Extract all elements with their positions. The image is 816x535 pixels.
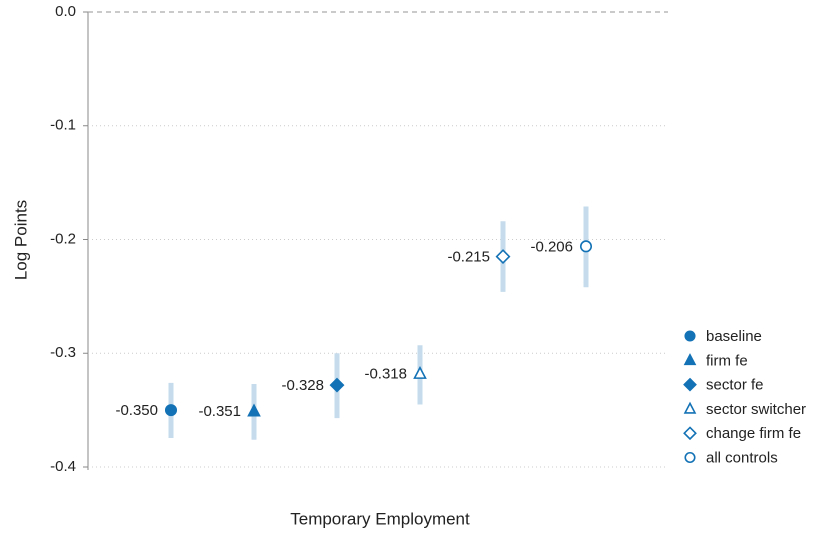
x-axis-title: Temporary Employment <box>290 509 470 528</box>
marker <box>495 249 511 265</box>
marker <box>683 426 697 441</box>
legend-label: sector fe <box>706 377 764 394</box>
y-tick-label: -0.4 <box>50 458 76 475</box>
value-label: -0.328 <box>281 377 324 394</box>
marker <box>164 404 178 417</box>
value-label: -0.318 <box>364 366 407 383</box>
legend-label: baseline <box>706 328 762 345</box>
y-tick-label: 0.0 <box>55 3 76 20</box>
marker <box>247 403 261 417</box>
value-label: -0.350 <box>115 402 158 419</box>
legend-label: all controls <box>706 449 778 466</box>
y-tick-label: -0.2 <box>50 230 76 247</box>
y-axis-title: Log Points <box>11 200 30 280</box>
value-label: -0.215 <box>447 249 490 266</box>
marker <box>413 365 427 379</box>
marker <box>684 330 696 342</box>
marker <box>579 240 593 253</box>
y-tick-label: -0.1 <box>50 117 76 134</box>
value-label: -0.351 <box>198 403 241 420</box>
marker <box>329 377 345 393</box>
legend-label: firm fe <box>706 352 748 369</box>
y-tick-label: -0.3 <box>50 344 76 361</box>
legend-label: change firm fe <box>706 425 801 442</box>
marker <box>683 377 697 392</box>
legend-label: sector switcher <box>706 401 806 418</box>
marker <box>683 401 697 414</box>
marker <box>683 353 697 366</box>
marker <box>684 451 696 464</box>
value-label: -0.206 <box>530 238 573 255</box>
